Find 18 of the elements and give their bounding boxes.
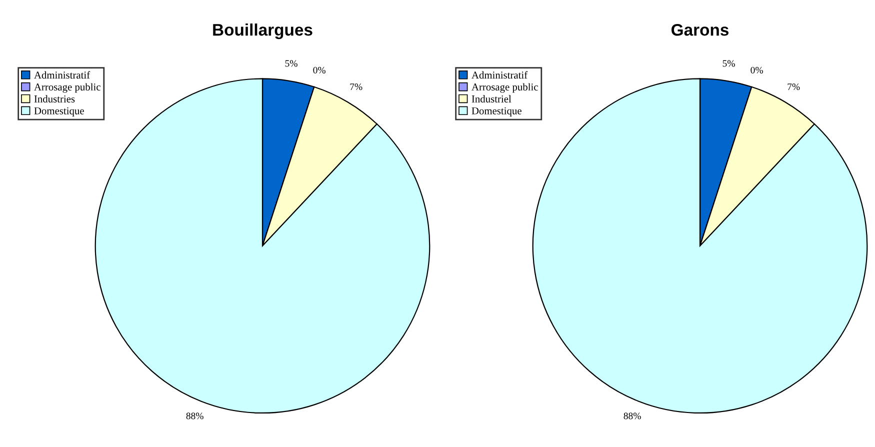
legend-label: Domestique [34, 107, 84, 116]
legend-label: Arrosage public [472, 83, 538, 93]
text: 0% [750, 66, 763, 74]
chart-title: Garons [672, 24, 728, 36]
chart-title: Bouillargues [213, 23, 312, 40]
legend-label: Industries [34, 95, 75, 102]
data-label: 5% [285, 60, 298, 67]
data-label: 88% [624, 412, 641, 420]
legend-label: Administratif [472, 71, 528, 79]
legend-label: Domestique [472, 107, 522, 116]
data-label: 88% [186, 412, 204, 420]
legend-label: Industriel [472, 95, 512, 102]
data-label: 7% [350, 83, 362, 90]
data-label: 5% [722, 60, 735, 67]
legend-label: Administratif [34, 71, 90, 79]
data-label: 7% [788, 83, 800, 90]
text: 0% [313, 66, 326, 74]
legend-label: Arrosage public [34, 83, 100, 93]
